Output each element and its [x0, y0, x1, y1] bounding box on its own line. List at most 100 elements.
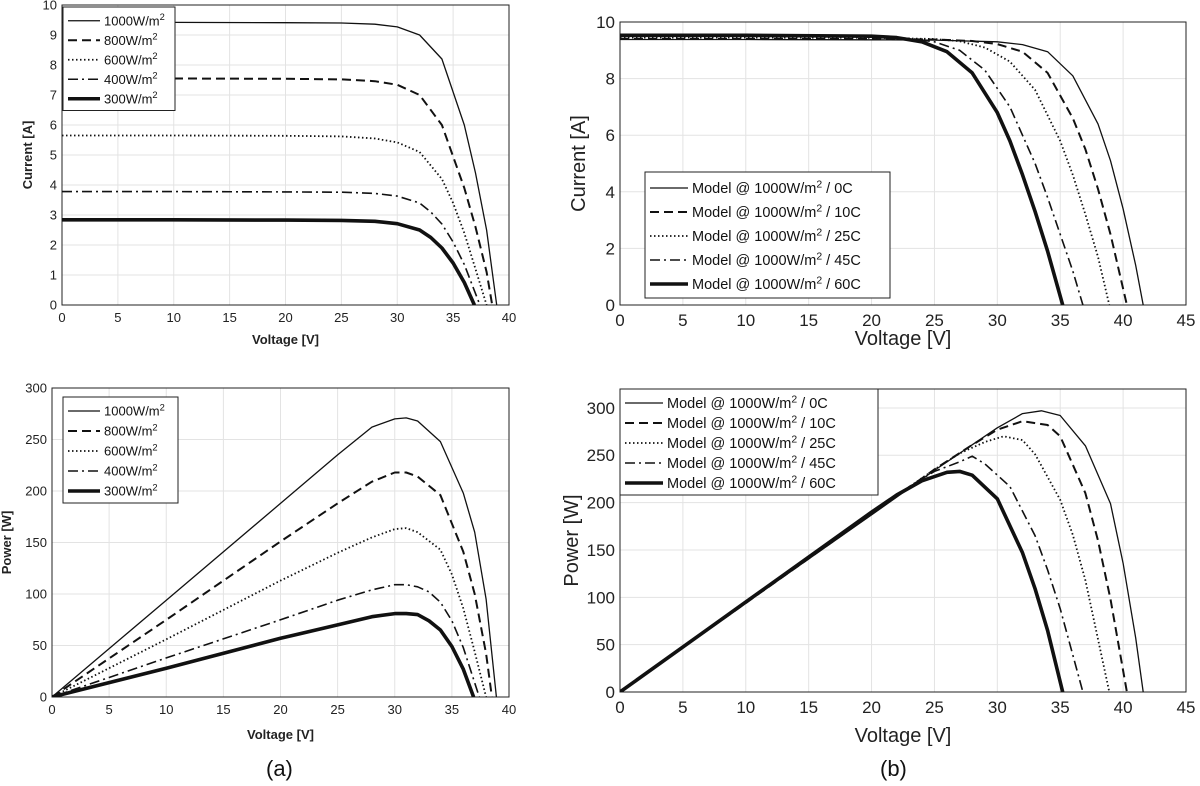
x-tick-label: 30: [388, 702, 402, 717]
y-tick-label: 5: [50, 148, 57, 163]
x-tick-label: 15: [799, 698, 818, 717]
y-tick-label: 0: [40, 690, 47, 705]
x-tick-label: 20: [862, 698, 881, 717]
x-tick-label: 10: [736, 698, 755, 717]
series-line-4: [620, 33, 1065, 305]
y-tick-label: 10: [596, 13, 615, 32]
legend-entry: 300W/m2: [104, 90, 158, 106]
y-tick-label: 7: [50, 88, 57, 103]
y-axis-title: Current [A]: [20, 121, 35, 190]
legend-box: [62, 6, 176, 111]
y-tick-label: 150: [587, 541, 615, 560]
plot-frame: [619, 388, 1187, 693]
legend-entry: 800W/m2: [104, 32, 158, 48]
legend-entry: Model @ 1000W/m2 / 25C: [667, 434, 836, 452]
x-axis-title: Voltage [V]: [252, 332, 319, 347]
y-tick-label: 300: [587, 399, 615, 418]
x-tick-label: 0: [48, 702, 55, 717]
y-tick-label: 9: [50, 28, 57, 43]
y-tick-label: 4: [606, 183, 615, 202]
series-line-0: [52, 417, 498, 697]
y-tick-label: 1: [50, 268, 57, 283]
series-line-1: [52, 471, 493, 697]
x-tick-label: 15: [216, 702, 230, 717]
y-tick-label: 2: [606, 239, 615, 258]
legend-entry: Model @ 1000W/m2 / 10C: [692, 203, 861, 221]
legend-entry: 800W/m2: [104, 422, 158, 438]
legend: Model @ 1000W/m2 / 0C Model @ 1000W/m2 / …: [644, 171, 891, 299]
x-axis-title: Voltage [V]: [855, 328, 952, 350]
x-tick-label: 5: [114, 310, 121, 325]
y-tick-label: 200: [25, 484, 47, 499]
x-tick-label: 40: [1114, 311, 1133, 330]
x-tick-label: 40: [1114, 698, 1133, 717]
x-tick-label: 0: [615, 698, 624, 717]
legend-entry: Model @ 1000W/m2 / 60C: [667, 474, 836, 492]
x-tick-label: 20: [862, 311, 881, 330]
y-tick-label: 3: [50, 208, 57, 223]
chart-a-current: 0 5 10 15 20 25 30 35 40 0 1 2 3 4 5 6 7 8 9 10 Voltage [V] C…: [20, 0, 516, 347]
legend-entry: Model @ 1000W/m2 / 45C: [667, 454, 836, 472]
y-tick-label: 100: [587, 588, 615, 607]
y-tick-label: 200: [587, 494, 615, 513]
x-tick-label: 35: [446, 310, 460, 325]
series-line-0: [620, 410, 1144, 692]
y-tick-label: 2: [50, 238, 57, 253]
y-tick-label: 50: [596, 636, 615, 655]
chart-b-power: 0 5 10 15 20 25 30 35 40 45 0 50 100 150 200 250 300 Volt…: [561, 388, 1195, 747]
series-line-3: [62, 190, 481, 305]
series-line-2: [62, 134, 488, 305]
x-tick-label: 15: [222, 310, 236, 325]
x-tick-label: 20: [273, 702, 287, 717]
x-tick-label: 5: [106, 702, 113, 717]
x-tick-label: 35: [445, 702, 459, 717]
x-tick-label: 25: [925, 311, 944, 330]
series-line-4: [52, 611, 476, 697]
x-tick-label: 30: [988, 311, 1007, 330]
x-tick-label: 10: [159, 702, 173, 717]
legend-entry: 1000W/m2: [104, 402, 165, 418]
series-line-3: [620, 35, 1084, 305]
x-tick-label: 5: [678, 311, 687, 330]
y-tick-label: 0: [606, 296, 615, 315]
series-line-2: [52, 527, 487, 697]
x-tick-label: 30: [390, 310, 404, 325]
y-tick-label: 300: [25, 381, 47, 396]
x-tick-label: 25: [330, 702, 344, 717]
x-tick-label: 25: [925, 698, 944, 717]
x-axis-title: Voltage [V]: [855, 725, 952, 747]
x-tick-label: 10: [167, 310, 181, 325]
chart-a-power: 0 5 10 15 20 25 30 35 40 0 50 100 150 200 250 300 Voltag…: [0, 381, 516, 742]
legend-entry: Model @ 1000W/m2 / 60C: [692, 275, 861, 293]
chart-b-current: 0 5 10 15 20 25 30 35 40 45 0 2 4 6 8 10 Voltage [V] Curr…: [568, 13, 1195, 350]
series-line-4: [620, 469, 1065, 692]
caption-b: (b): [880, 756, 907, 781]
y-tick-label: 150: [25, 535, 47, 550]
legend-entry: Model @ 1000W/m2 / 0C: [692, 179, 853, 197]
legend-entry: Model @ 1000W/m2 / 0C: [667, 394, 828, 412]
legend-entry: Model @ 1000W/m2 / 45C: [692, 251, 861, 269]
series-line-0: [620, 38, 1144, 305]
x-tick-label: 40: [502, 702, 516, 717]
legend-entry: 600W/m2: [104, 51, 158, 67]
series-line-1: [620, 37, 1128, 305]
legend-entry: Model @ 1000W/m2 / 10C: [667, 414, 836, 432]
legend-entry: 1000W/m2: [104, 12, 165, 28]
legend-entry: 600W/m2: [104, 442, 158, 458]
legend-box: [62, 396, 179, 504]
x-tick-label: 5: [678, 698, 687, 717]
x-tick-label: 40: [502, 310, 516, 325]
x-tick-label: 35: [1051, 698, 1070, 717]
y-tick-label: 6: [50, 118, 57, 133]
x-tick-label: 45: [1177, 311, 1196, 330]
x-tick-label: 30: [988, 698, 1007, 717]
series-line-0: [62, 21, 498, 305]
y-tick-label: 8: [50, 58, 57, 73]
x-tick-label: 35: [1051, 311, 1070, 330]
y-axis-title: Power [W]: [561, 494, 583, 586]
y-tick-label: 0: [606, 683, 615, 702]
x-tick-label: 10: [736, 311, 755, 330]
plot-frame: [51, 387, 510, 698]
caption-a: (a): [266, 756, 293, 781]
